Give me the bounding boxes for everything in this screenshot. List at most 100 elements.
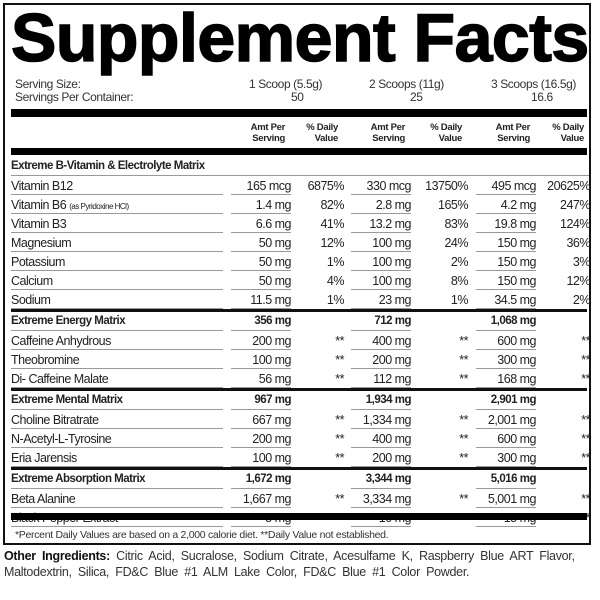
name-text: Extreme B-Vitamin & Electrolyte Matrix bbox=[11, 160, 205, 172]
dv-3 bbox=[536, 394, 590, 409]
nutrient-row: N-Acetyl-L-Tyrosine 200 mg ** 400 mg ** 600 m… bbox=[11, 429, 591, 448]
nutrient-name: Magnesium bbox=[11, 236, 223, 252]
serving-size-1: 1 Scoop (5.5g) bbox=[249, 77, 323, 91]
dv-3: ** bbox=[581, 372, 590, 386]
dv-1 bbox=[291, 315, 344, 330]
amount-1: 11.5 mg bbox=[231, 293, 292, 309]
nutrient-name: Vitamin B3 bbox=[11, 217, 223, 233]
other-ingredients-text: Citric Acid, Sucralose, Sodium Citrate, … bbox=[4, 549, 575, 579]
amount-3: 2,001 mg bbox=[476, 413, 537, 429]
dv-2: ** bbox=[459, 334, 468, 348]
amount-1: 1,667 mg bbox=[231, 492, 292, 508]
nutrient-row: Beta Alanine 1,667 mg ** 3,334 mg ** 5,001 mg… bbox=[11, 489, 591, 508]
name-note: (as Pyridoxine HCl) bbox=[69, 202, 129, 211]
amount-1: 1,672 mg bbox=[231, 473, 292, 489]
dv-1: ** bbox=[335, 353, 344, 367]
section-row: Extreme Absorption Matrix 1,672 mg 3,344 m… bbox=[11, 467, 587, 489]
servings-3: 16.6 bbox=[531, 90, 553, 104]
dv-2: ** bbox=[459, 372, 468, 386]
dv-2: 1% bbox=[450, 293, 469, 307]
nutrient-row: Caffeine Anhydrous 200 mg ** 400 mg ** 600 mg… bbox=[11, 331, 591, 350]
amount-2: 100 mg bbox=[351, 255, 412, 271]
supplement-facts-panel: Supplement Facts Serving Size: 1 Scoop (… bbox=[3, 0, 591, 545]
footnote: *Percent Daily Values are based on a 2,0… bbox=[15, 529, 389, 541]
serving-size-label: Serving Size: bbox=[15, 77, 81, 91]
dv-3: ** bbox=[581, 413, 590, 427]
name-text: Calcium bbox=[11, 274, 53, 288]
section-row: Extreme B-Vitamin & Electrolyte Matrix bbox=[11, 157, 589, 176]
nutrient-name: N-Acetyl-L-Tyrosine bbox=[11, 432, 223, 448]
name-text: Choline Bitratrate bbox=[11, 413, 99, 427]
amount-1: 6.6 mg bbox=[231, 217, 292, 233]
name-text: Beta Alanine bbox=[11, 492, 76, 506]
header-amount-3: Amt Per Serving bbox=[495, 122, 531, 144]
amount-2: 100 mg bbox=[351, 274, 412, 290]
dv-1 bbox=[291, 394, 344, 409]
nutrient-name: Theobromine bbox=[11, 353, 223, 369]
amount-2: 3,334 mg bbox=[351, 492, 412, 508]
dv-1: ** bbox=[335, 492, 344, 506]
nutrient-name: Eria Jarensis bbox=[11, 451, 223, 467]
dv-3: ** bbox=[581, 353, 590, 367]
amount-2: 200 mg bbox=[351, 353, 412, 369]
amount-2: 23 mg bbox=[351, 293, 412, 309]
name-text: Di- Caffeine Malate bbox=[11, 372, 109, 386]
amount-1: 200 mg bbox=[231, 432, 292, 448]
nutrient-row: Theobromine 100 mg ** 200 mg ** 300 mg ** bbox=[11, 350, 591, 369]
nutrient-row: Calcium 50 mg 4% 100 mg 8% 150 mg 12% bbox=[11, 271, 591, 290]
section-row: Extreme Mental Matrix 967 mg 1,934 mg 2,901… bbox=[11, 388, 587, 410]
amount-1: 200 mg bbox=[231, 334, 292, 350]
nutrient-name: Di- Caffeine Malate bbox=[11, 372, 223, 388]
dv-2: ** bbox=[459, 353, 468, 367]
dv-2: 83% bbox=[444, 217, 468, 231]
dv-1: 12% bbox=[320, 236, 344, 250]
section-row: Extreme Energy Matrix 356 mg 712 mg 1,068 m… bbox=[11, 309, 587, 331]
amount-3: 300 mg bbox=[476, 353, 537, 369]
name-text: Sodium bbox=[11, 293, 51, 307]
name-text: Potassium bbox=[11, 255, 65, 269]
amount-2: 1,334 mg bbox=[351, 413, 412, 429]
amount-3: 168 mg bbox=[476, 372, 537, 388]
dv-2: 24% bbox=[444, 236, 468, 250]
amount-3: 4.2 mg bbox=[476, 198, 537, 214]
divider-thick bbox=[11, 109, 587, 117]
dv-2: 8% bbox=[450, 274, 469, 288]
nutrient-name: Choline Bitratrate bbox=[11, 413, 223, 429]
dv-2: 2% bbox=[450, 255, 469, 269]
dv-2: ** bbox=[459, 492, 468, 506]
amount-1: 667 mg bbox=[231, 413, 292, 429]
nutrient-name: Sodium bbox=[11, 293, 223, 309]
amount-1: 50 mg bbox=[231, 236, 292, 252]
amount-2: 712 mg bbox=[351, 315, 412, 331]
dv-3: ** bbox=[581, 432, 590, 446]
dv-3: 247% bbox=[560, 198, 590, 212]
other-ingredients-label: Other Ingredients: bbox=[4, 549, 110, 563]
amount-3: 1,068 mg bbox=[476, 315, 537, 331]
amount-2: 400 mg bbox=[351, 334, 412, 350]
header-amount-1: Amt Per Serving bbox=[250, 122, 286, 144]
dv-1: 1% bbox=[326, 293, 345, 307]
amount-2: 3,344 mg bbox=[351, 473, 412, 489]
dv-3: 12% bbox=[566, 274, 590, 288]
amount-3: 150 mg bbox=[476, 236, 537, 252]
other-ingredients: Other Ingredients: Citric Acid, Sucralos… bbox=[4, 548, 596, 580]
name-text: Magnesium bbox=[11, 236, 72, 250]
nutrient-row: Choline Bitratrate 667 mg ** 1,334 mg ** 2,00… bbox=[11, 410, 591, 429]
nutrient-name: Caffeine Anhydrous bbox=[11, 334, 223, 350]
amount-3: 150 mg bbox=[476, 274, 537, 290]
section-name: Extreme Mental Matrix bbox=[11, 394, 223, 410]
nutrient-row: Eria Jarensis 100 mg ** 200 mg ** 300 mg ** bbox=[11, 448, 591, 467]
name-text: Caffeine Anhydrous bbox=[11, 334, 111, 348]
servings-2: 25 bbox=[410, 90, 423, 104]
divider-thick bbox=[11, 513, 587, 520]
dv-2 bbox=[411, 394, 468, 409]
dv-1: 41% bbox=[320, 217, 344, 231]
dv-1: 82% bbox=[320, 198, 344, 212]
panel-title: Supplement Facts bbox=[10, 0, 590, 77]
dv-2 bbox=[411, 473, 468, 488]
dv-3: 124% bbox=[560, 217, 590, 231]
dv-3: ** bbox=[581, 492, 590, 506]
serving-size-3: 3 Scoops (16.5g) bbox=[491, 77, 576, 91]
name-text: Extreme Mental Matrix bbox=[11, 394, 123, 406]
section-name: Extreme B-Vitamin & Electrolyte Matrix bbox=[11, 160, 589, 176]
